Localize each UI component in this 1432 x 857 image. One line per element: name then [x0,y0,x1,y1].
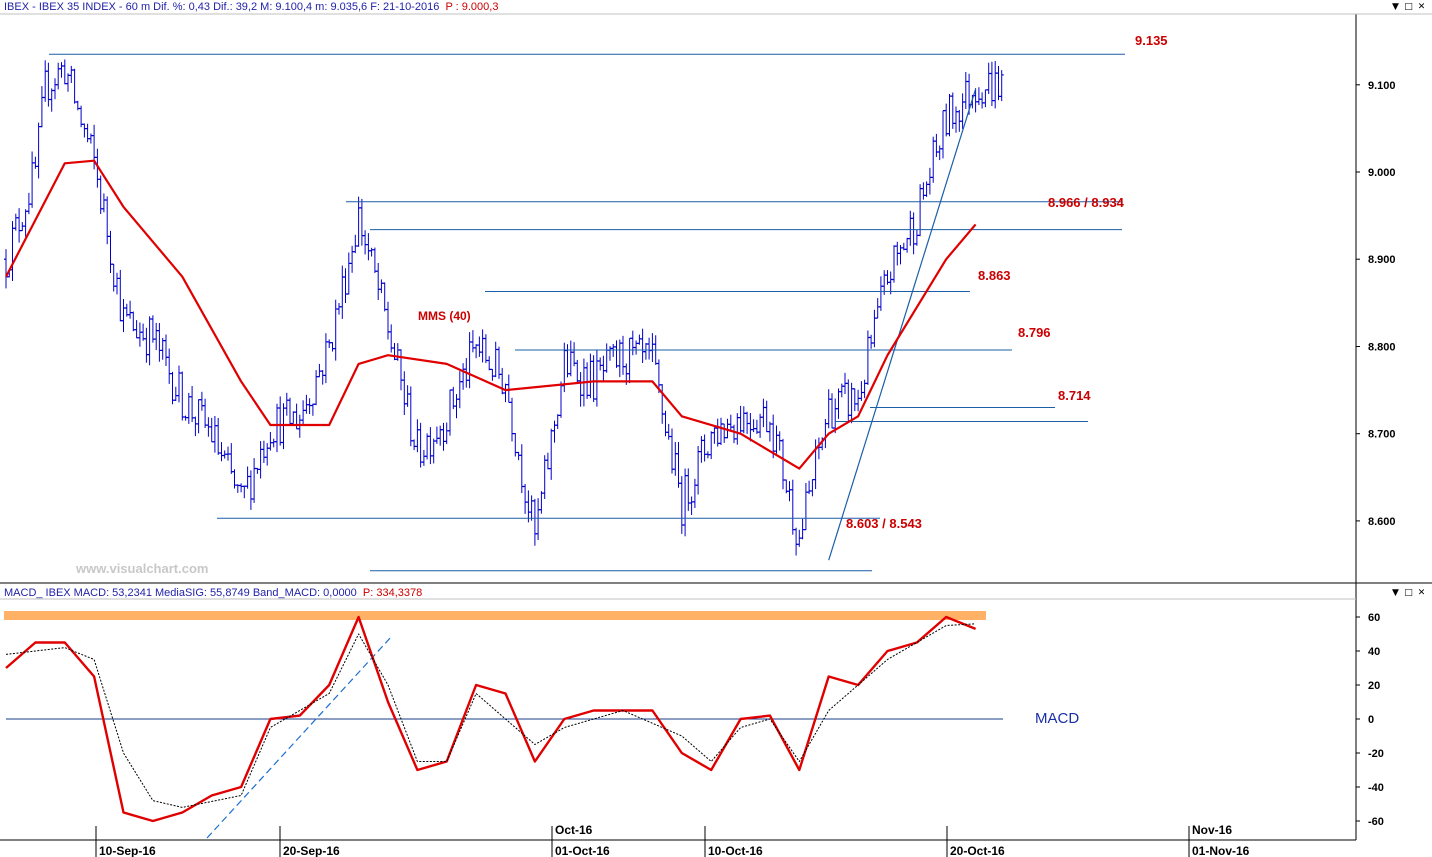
price-close-button[interactable]: ✕ [1417,2,1426,12]
macd-minimize-button[interactable]: ▼ [1392,588,1399,598]
macd-panel-title-text: MACD_ IBEX MACD: 53,2341 MediaSIG: 55,87… [4,587,357,599]
x-tick-label-5: 01-Nov-16 [1192,844,1250,857]
x-tick-label-3: 10-Oct-16 [708,844,763,857]
price-panel-title-text: IBEX - IBEX 35 INDEX - 60 m Dif. %: 0,43… [4,1,440,13]
macd-y-tick-label-3: 0 [1368,714,1374,726]
price-y-tick-label-0: 8.600 [1368,516,1396,528]
level-label-3: 8.796 [1018,325,1051,340]
macd-trendline [206,635,393,839]
price-bars [4,59,1004,556]
macd-y-tick-label-0: -60 [1368,816,1384,828]
macd-panel-title: MACD_ IBEX MACD: 53,2341 MediaSIG: 55,87… [4,586,422,600]
macd-y-tick-label-1: -40 [1368,782,1384,794]
macd-plot: MACD [4,611,1079,839]
macd-y-tick-label-4: 20 [1368,680,1380,692]
macd-line [5,615,977,823]
chart-frame [0,13,1432,841]
price-y-tick-label-5: 9.100 [1368,80,1396,92]
macd-y-tick-label-2: -20 [1368,748,1384,760]
x-tick-label-2: 01-Oct-16 [555,844,610,857]
price-labels: 9.135 8.966 / 8.934 8.863 8.796 8.714 8.603 /… [75,33,1168,576]
moving-average-line [5,159,977,470]
macd-maximize-button[interactable]: □ [1404,588,1413,598]
x-tick-label-0: 10-Sep-16 [99,844,156,857]
macd-close-button[interactable]: ✕ [1417,588,1426,598]
level-label-2: 8.863 [978,268,1011,283]
month-label-1: Nov-16 [1192,823,1232,837]
level-label-1: 8.966 / 8.934 [1048,195,1125,210]
level-label-4: 8.714 [1058,388,1091,403]
x-tick-label-4: 20-Oct-16 [950,844,1005,857]
price-y-tick-label-4: 9.000 [1368,167,1396,179]
price-minimize-button[interactable]: ▼ [1392,2,1399,12]
trend-line [828,88,977,561]
axes: 8.600 8.700 8.800 8.900 9.000 9.100 -60 -40 -20 0… [95,80,1396,857]
macd-y-tick-label-6: 60 [1368,612,1380,624]
macd-panel-title-p: P: 334,3378 [362,587,423,599]
signal-line [5,623,976,808]
moving-average-label: MMS (40) [418,309,471,323]
macd-label: MACD [1035,710,1079,727]
watermark: www.visualchart.com [75,561,208,576]
moving-average [5,159,977,470]
macd-y-tick-label-5: 40 [1368,646,1380,658]
price-levels [49,53,1125,572]
month-label-0: Oct-16 [555,823,593,837]
macd-band-highlight [4,611,986,620]
price-panel-title: IBEX - IBEX 35 INDEX - 60 m Dif. %: 0,43… [4,0,498,14]
level-label-5: 8.603 / 8.543 [846,516,922,531]
price-y-tick-label-2: 8.800 [1368,342,1396,354]
price-y-tick-label-3: 8.900 [1368,254,1396,266]
price-y-tick-label-1: 8.700 [1368,429,1396,441]
price-panel-title-p: P : 9.000,3 [445,1,499,13]
price-maximize-button[interactable]: □ [1404,2,1413,12]
x-tick-label-1: 20-Sep-16 [283,844,340,857]
level-label-0: 9.135 [1135,33,1168,48]
